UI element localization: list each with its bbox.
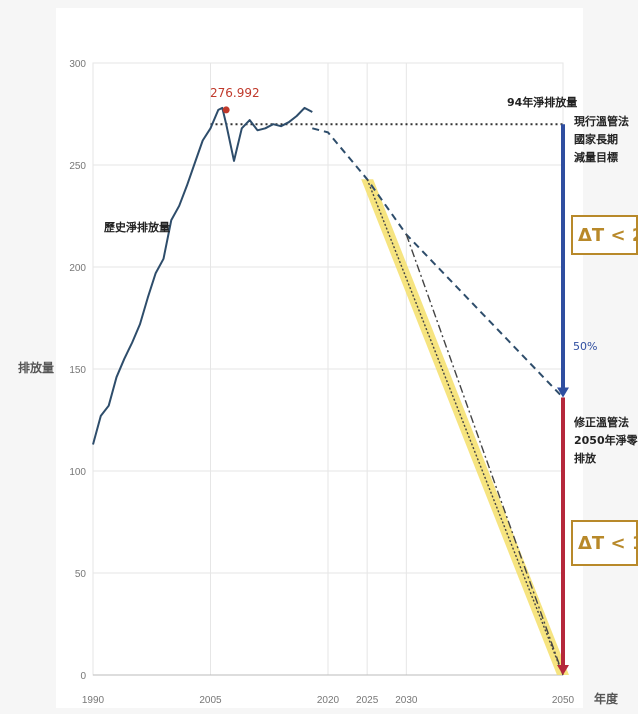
y-tick-label: 150 <box>69 365 86 376</box>
net-zero-highlight-band <box>361 179 569 675</box>
x-tick-label: 2020 <box>317 695 340 706</box>
annotation-current-law-1: 現行溫管法 <box>574 114 629 128</box>
peak-label: 276.992 <box>210 86 260 100</box>
y-tick-label: 250 <box>69 161 86 172</box>
y-tick-label: 200 <box>69 263 86 274</box>
target-2c-box: ΔT < 2°C <box>571 215 638 255</box>
target-15c-box: ΔT < 1.5°C <box>571 520 638 566</box>
annotation-current-law-3: 減量目標 <box>574 150 618 164</box>
annotation-historical: 歷史淨排放量 <box>104 220 170 234</box>
annotation-reference: 94年淨排放量 <box>507 95 577 109</box>
annotation-amended-law-1: 修正溫管法 <box>573 415 629 429</box>
x-tick-label: 2005 <box>199 695 222 706</box>
annotation-amended-law-2: 2050年淨零 <box>574 433 638 447</box>
annotation-amended-law-3: 排放 <box>574 451 597 465</box>
net-zero-path-dotted <box>366 179 564 676</box>
annotation-current-law-2: 國家長期 <box>574 132 618 146</box>
x-tick-label: 2050 <box>552 695 575 706</box>
y-tick-label: 50 <box>75 569 87 580</box>
reduction-arrow-blue <box>557 124 569 398</box>
chart-panel <box>56 8 583 708</box>
y-tick-label: 0 <box>80 671 86 682</box>
reduction-arrow-red <box>557 397 569 675</box>
arrow-label-50pct: 50% <box>573 340 597 353</box>
y-tick-label: 100 <box>69 467 86 478</box>
x-tick-label: 1990 <box>82 695 105 706</box>
y-tick-label: 300 <box>69 59 86 70</box>
historical-emission-line <box>92 106 313 445</box>
net-zero-path-dashdot <box>405 234 564 676</box>
x-axis-label: 年度 <box>594 691 619 706</box>
peak-marker <box>222 106 230 114</box>
x-tick-label: 2030 <box>395 695 418 706</box>
y-axis-label: 排放量 <box>18 360 54 375</box>
x-tick-label: 2025 <box>356 695 379 706</box>
